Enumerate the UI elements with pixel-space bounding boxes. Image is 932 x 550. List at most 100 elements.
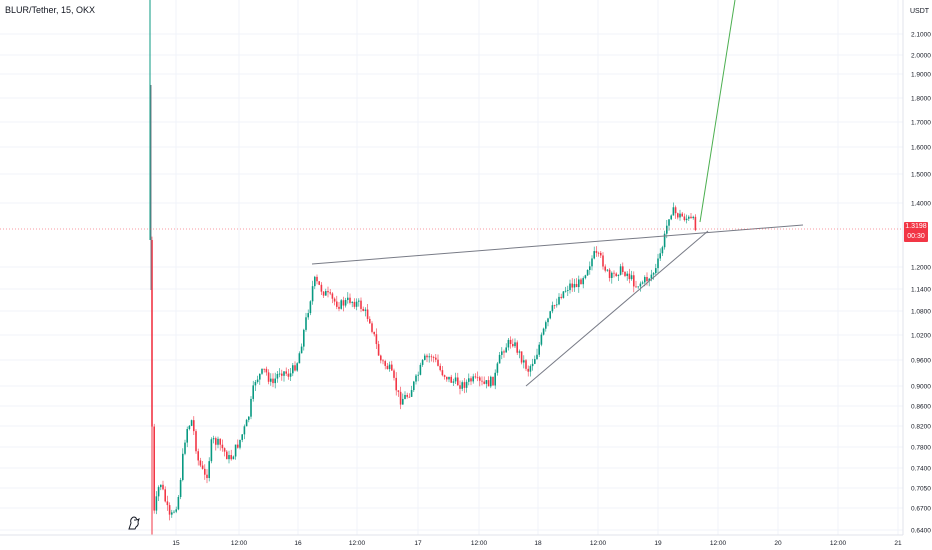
candle-body	[624, 271, 626, 276]
projection-line[interactable]	[699, 0, 736, 223]
time-tick-label: 19	[654, 540, 662, 547]
candle-body	[606, 269, 609, 271]
candle-body	[413, 381, 415, 391]
candle-body	[494, 372, 496, 386]
candle-body	[364, 309, 367, 311]
candle-body	[582, 278, 584, 285]
candle-body	[424, 355, 426, 360]
candle-body	[562, 291, 565, 298]
time-axis[interactable]: 15 12:00 16 12:00 17 12:00 18 12:00 19 12:00 20 12:…	[172, 540, 902, 547]
candle-body	[393, 370, 395, 378]
candle-body	[545, 322, 547, 329]
candle-body	[373, 331, 375, 335]
tradingview-logo-icon[interactable]	[127, 514, 141, 530]
last-price-tag: 1.3198 00:30	[904, 222, 928, 242]
candle-body	[681, 213, 683, 217]
candle-body	[168, 505, 171, 515]
symbol-title[interactable]: BLUR/Tether, 15, OKX	[5, 5, 96, 15]
candle-body	[432, 357, 435, 358]
candle-body	[314, 276, 316, 287]
candle-body	[386, 365, 389, 370]
candle-body	[289, 373, 292, 377]
lower-trendline[interactable]	[525, 230, 709, 387]
upper-trendline[interactable]	[311, 224, 804, 265]
price-tick-label: 0.6400	[911, 528, 931, 535]
candle-body	[648, 278, 650, 282]
candle-body	[329, 292, 331, 294]
candle-body	[399, 391, 402, 405]
candle-body	[241, 434, 243, 440]
candle-body	[404, 394, 406, 399]
candle-body	[199, 460, 202, 466]
price-axis[interactable]: 2.1000 2.0000 1.9000 1.8000 1.7000 1.6000 1.50…	[911, 32, 931, 535]
candle-body	[641, 282, 644, 284]
price-tick-label: 2.0000	[911, 53, 931, 60]
candle-body	[692, 216, 694, 219]
candle-body	[652, 273, 655, 275]
candle-body	[285, 371, 287, 374]
candle-body	[300, 346, 303, 354]
candle-body	[298, 353, 301, 364]
candle-body	[558, 296, 560, 305]
candle-body	[463, 382, 466, 388]
candle-body	[600, 252, 602, 256]
candle-body	[459, 385, 461, 389]
trendline-drawings[interactable]	[311, 0, 804, 387]
candle-body	[443, 375, 446, 377]
candle-body	[527, 368, 529, 372]
candle-body	[204, 468, 206, 475]
candle-body	[382, 360, 384, 362]
candle-body	[217, 438, 219, 445]
candle-body	[274, 378, 276, 384]
candle-body	[153, 426, 155, 511]
candle-body	[611, 272, 613, 278]
candle-body	[435, 357, 437, 360]
candle-body	[479, 377, 481, 381]
candle-body	[375, 334, 378, 345]
candle-body	[358, 300, 360, 302]
candle-body	[454, 377, 457, 382]
price-tick-label: 1.6000	[911, 145, 931, 152]
candle-body	[265, 368, 268, 373]
candle-body	[571, 283, 573, 288]
price-tick-label: 1.0800	[911, 309, 931, 316]
candle-body	[657, 258, 659, 269]
candle-body	[549, 311, 551, 319]
candle-body	[426, 355, 428, 358]
candle-body	[446, 376, 448, 380]
candle-body	[683, 216, 686, 221]
candle-body	[292, 365, 294, 374]
price-tick-label: 1.9000	[911, 72, 931, 79]
time-tick-label: 20	[774, 540, 782, 547]
candle-body	[516, 342, 518, 353]
candle-body	[525, 360, 527, 369]
candle-body	[215, 438, 217, 445]
candle-body	[245, 419, 248, 427]
candle-body	[520, 351, 523, 363]
candle-body	[267, 372, 270, 382]
candle-body	[243, 426, 246, 435]
candle-body	[536, 354, 538, 360]
candle-body	[226, 451, 228, 460]
candle-body	[670, 215, 672, 220]
candle-body	[336, 301, 338, 307]
candle-body	[465, 381, 468, 388]
candle-body	[221, 444, 224, 449]
candle-body	[303, 329, 305, 347]
time-tick-label: 12:00	[349, 540, 366, 547]
candle-body	[408, 396, 411, 398]
candle-body	[318, 281, 320, 285]
candle-body	[613, 272, 615, 274]
candle-body	[360, 300, 362, 309]
candle-body	[584, 275, 587, 279]
candle-body	[633, 275, 635, 287]
candle-body	[186, 429, 188, 443]
time-tick-label: 12:00	[710, 540, 727, 547]
candle-body	[514, 342, 516, 347]
candle-body	[384, 361, 386, 366]
candle-body	[419, 364, 422, 375]
candle-body	[223, 448, 226, 452]
time-tick-label: 12:00	[471, 540, 488, 547]
candle-body	[472, 376, 474, 382]
